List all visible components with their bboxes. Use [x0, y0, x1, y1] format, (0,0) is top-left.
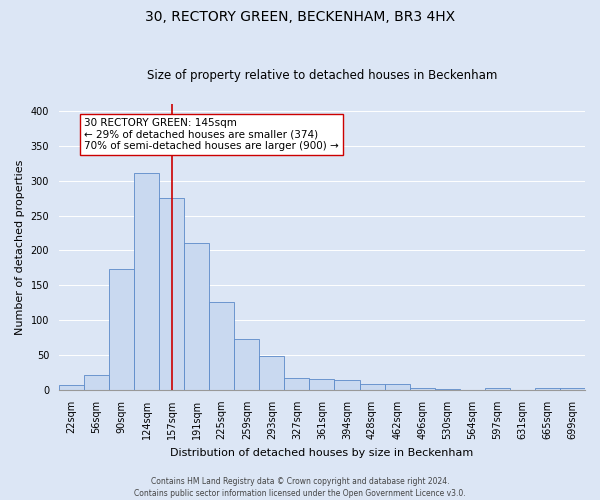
Bar — [134, 173, 159, 390]
Bar — [284, 378, 310, 390]
Bar — [310, 379, 334, 390]
Bar — [159, 198, 184, 390]
Bar — [410, 388, 434, 390]
Bar — [109, 270, 134, 390]
Text: 30, RECTORY GREEN, BECKENHAM, BR3 4HX: 30, RECTORY GREEN, BECKENHAM, BR3 4HX — [145, 10, 455, 24]
Bar — [259, 356, 284, 390]
Text: Contains HM Land Registry data © Crown copyright and database right 2024.
Contai: Contains HM Land Registry data © Crown c… — [134, 476, 466, 498]
Bar — [209, 302, 234, 390]
Bar — [334, 380, 359, 390]
Bar — [84, 374, 109, 390]
Bar — [434, 388, 460, 390]
Bar — [184, 244, 209, 390]
Y-axis label: Number of detached properties: Number of detached properties — [15, 160, 25, 334]
Bar — [234, 339, 259, 390]
Title: Size of property relative to detached houses in Beckenham: Size of property relative to detached ho… — [147, 69, 497, 82]
Bar — [535, 388, 560, 390]
Bar — [59, 385, 84, 390]
Bar — [560, 388, 585, 390]
Bar — [359, 384, 385, 390]
Bar — [385, 384, 410, 390]
Bar — [485, 388, 510, 390]
X-axis label: Distribution of detached houses by size in Beckenham: Distribution of detached houses by size … — [170, 448, 473, 458]
Text: 30 RECTORY GREEN: 145sqm
← 29% of detached houses are smaller (374)
70% of semi-: 30 RECTORY GREEN: 145sqm ← 29% of detach… — [84, 118, 339, 151]
